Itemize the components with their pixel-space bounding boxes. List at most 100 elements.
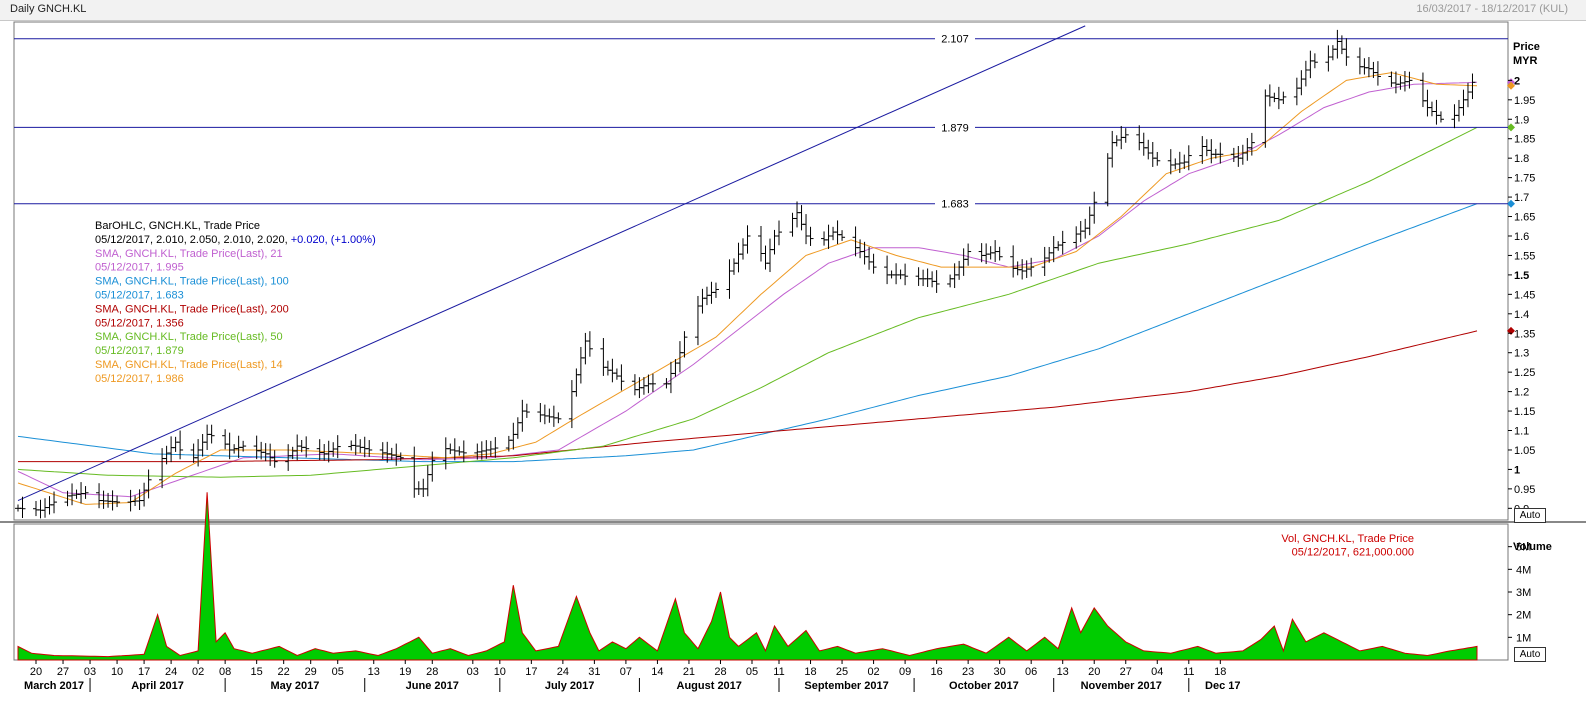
legend-line: 05/12/2017, 1.879: [95, 345, 184, 357]
price-tick-label: 0.95: [1514, 484, 1535, 496]
date-tick-label: 22: [278, 666, 290, 678]
price-tick-label: 1.85: [1514, 134, 1535, 146]
date-tick-label: 02: [867, 666, 879, 678]
month-label: April 2017: [131, 680, 184, 692]
month-label: July 2017: [545, 680, 595, 692]
volume-area: [17, 492, 1478, 661]
price-tick-label: 1.95: [1514, 95, 1535, 107]
date-tick-label: 20: [30, 666, 42, 678]
volume-tick-label: 4M: [1516, 564, 1531, 576]
date-tick-label: 09: [899, 666, 911, 678]
legend-line: SMA, GNCH.KL, Trade Price(Last), 21: [95, 248, 283, 260]
date-tick-label: 27: [1120, 666, 1132, 678]
date-tick-label: 25: [836, 666, 848, 678]
sma-line: [17, 126, 1478, 478]
price-tick-label: 1.15: [1514, 406, 1535, 418]
month-label: May 2017: [270, 680, 319, 692]
date-tick-label: 05: [332, 666, 344, 678]
price-tick-label: 1.75: [1514, 173, 1535, 185]
date-tick-label: 19: [399, 666, 411, 678]
price-panel[interactable]: [13, 21, 1509, 521]
level-label-bg: [935, 196, 975, 210]
date-tick-label: 06: [1025, 666, 1037, 678]
date-tick-label: 08: [219, 666, 231, 678]
price-tick-label: 1.9: [1514, 114, 1529, 126]
volume-tick-label: 5M: [1516, 542, 1531, 554]
legend-line: SMA, GNCH.KL, Trade Price(Last), 100: [95, 276, 289, 288]
price-tick-label: 1.55: [1514, 250, 1535, 262]
date-tick-label: 23: [962, 666, 974, 678]
date-tick-label: 21: [683, 666, 695, 678]
date-tick-label: 02: [192, 666, 204, 678]
date-tick-label: 13: [1057, 666, 1069, 678]
date-tick-label: 13: [368, 666, 380, 678]
date-tick-label: 04: [1151, 666, 1163, 678]
month-label: September 2017: [804, 680, 888, 692]
date-tick-label: 20: [1088, 666, 1100, 678]
date-tick-label: 28: [714, 666, 726, 678]
date-tick-label: 16: [930, 666, 942, 678]
date-tick-label: 18: [1214, 666, 1226, 678]
chart-title: Daily GNCH.KL: [10, 3, 87, 15]
month-label: Dec 17: [1205, 680, 1240, 692]
sma-line: [18, 330, 1478, 463]
price-tick-label: 1.05: [1514, 445, 1535, 457]
price-auto-button[interactable]: Auto: [1514, 508, 1546, 523]
price-axis-title: Price: [1513, 41, 1540, 53]
volume-auto-button[interactable]: Auto: [1514, 647, 1546, 662]
price-tick-label: 1.4: [1514, 309, 1529, 321]
date-tick-label: 27: [57, 666, 69, 678]
month-label: November 2017: [1081, 680, 1162, 692]
price-tick-label: 1.1: [1514, 426, 1529, 438]
date-range: 16/03/2017 - 18/12/2017 (KUL): [1416, 3, 1568, 15]
date-tick-label: 03: [84, 666, 96, 678]
date-tick-label: 17: [525, 666, 537, 678]
date-tick-label: 03: [467, 666, 479, 678]
price-tick-label: 1.25: [1514, 367, 1535, 379]
date-tick-label: 10: [494, 666, 506, 678]
date-tick-label: 11: [1183, 666, 1194, 678]
price-axis-currency: MYR: [1513, 55, 1538, 67]
legend-line: BarOHLC, GNCH.KL, Trade Price: [95, 220, 260, 232]
price-tick-label: 1.7: [1514, 192, 1529, 204]
price-tick-label: 1.5: [1514, 270, 1529, 282]
level-label: 2.107: [941, 34, 969, 46]
date-tick-label: 17: [138, 666, 150, 678]
sma-axis-marker: [1507, 199, 1515, 208]
volume-axis-title: Volume: [1513, 541, 1552, 553]
date-tick-label: 14: [651, 666, 663, 678]
sma-axis-marker: [1507, 123, 1515, 132]
level-label-bg: [935, 120, 975, 134]
level-label-bg: [935, 31, 975, 45]
price-tick-label: 1.2: [1514, 387, 1529, 399]
price-tick-label: 1.65: [1514, 212, 1535, 224]
volume-tick-label: 2M: [1516, 610, 1531, 622]
legend-line: 05/12/2017, 1.995: [95, 262, 184, 274]
legend-line: 05/12/2017, 2.010, 2.050, 2.010, 2.020, …: [95, 234, 376, 246]
chart-header: Daily GNCH.KL 16/03/2017 - 18/12/2017 (K…: [0, 0, 1586, 21]
month-label: August 2017: [677, 680, 742, 692]
price-tick-label: 1.6: [1514, 231, 1529, 243]
month-label: October 2017: [949, 680, 1019, 692]
date-tick-label: 30: [994, 666, 1006, 678]
price-tick-label: 1.8: [1514, 153, 1529, 165]
date-tick-label: 11: [773, 666, 784, 678]
legend-line: SMA, GNCH.KL, Trade Price(Last), 14: [95, 359, 283, 371]
legend-line: 05/12/2017, 1.683: [95, 290, 184, 302]
date-tick-label: 05: [746, 666, 758, 678]
date-tick-label: 28: [426, 666, 438, 678]
price-tick-label: 1.45: [1514, 289, 1535, 301]
month-label: March 2017: [24, 680, 84, 692]
price-tick-label: 1.3: [1514, 348, 1529, 360]
volume-tick-label: 1M: [1516, 632, 1531, 644]
legend-change: +0.020, (+1.00%): [288, 234, 376, 246]
date-tick-label: 24: [165, 666, 177, 678]
legend-line: SMA, GNCH.KL, Trade Price(Last), 50: [95, 331, 283, 343]
date-tick-label: 15: [251, 666, 263, 678]
volume-legend-line: 05/12/2017, 621,000.000: [1292, 547, 1414, 559]
date-tick-label: 31: [588, 666, 600, 678]
legend-line: 05/12/2017, 1.986: [95, 373, 184, 385]
month-label: June 2017: [406, 680, 459, 692]
volume-legend-line: Vol, GNCH.KL, Trade Price: [1281, 533, 1414, 545]
